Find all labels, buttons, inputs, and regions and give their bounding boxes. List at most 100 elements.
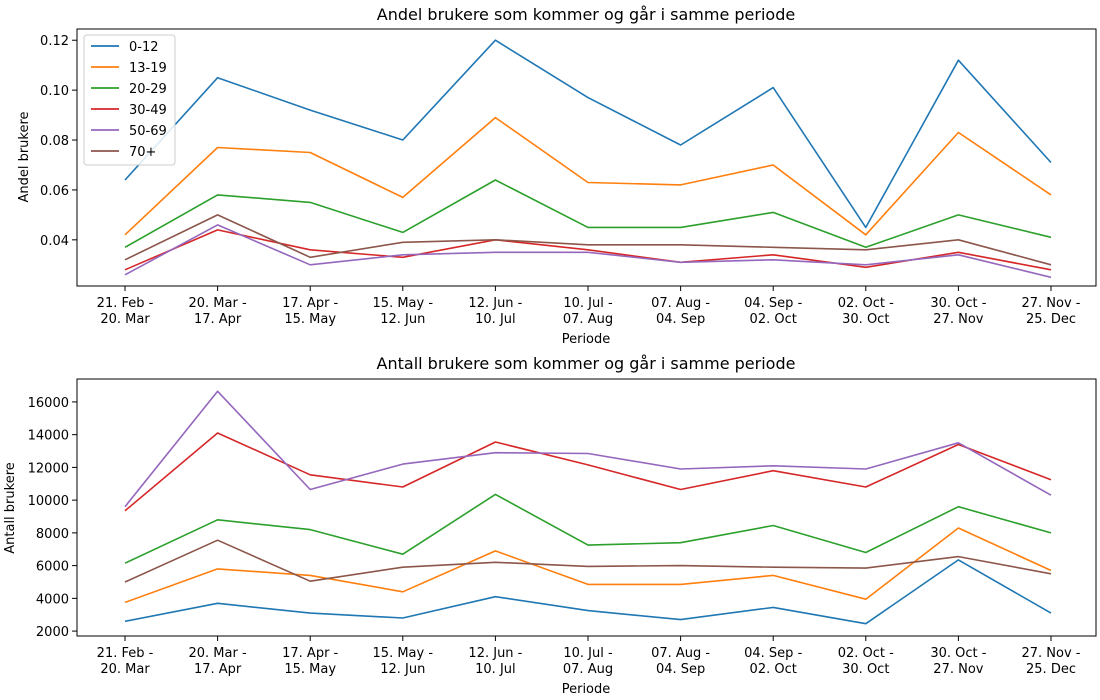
chart-title: Antall brukere som kommer og går i samme… (377, 354, 796, 373)
legend-entry: 50-69 (129, 124, 167, 139)
x-tick-label-line: 10. Jul - (563, 646, 613, 661)
x-tick-label: 10. Jul -07. Aug (563, 296, 613, 327)
x-tick-label-line: 15. May - (373, 296, 434, 311)
x-tick-label: 02. Oct -30. Oct (838, 646, 894, 677)
x-tick-label: 04. Sep -02. Oct (744, 646, 802, 677)
x-tick-label-line: 02. Oct - (838, 646, 894, 661)
x-tick-label-line: 12. Jun (380, 312, 425, 327)
y-tick-label: 0.04 (40, 234, 69, 249)
series-line-30-49 (124, 432, 1052, 512)
x-tick-label-line: 17. Apr (194, 312, 242, 327)
y-tick-label: 0.10 (40, 84, 69, 99)
x-tick-label: 30. Oct -27. Nov (930, 646, 986, 677)
x-tick-label-line: 17. Apr - (282, 646, 338, 661)
series-line-70plus (124, 214, 1052, 266)
y-tick-label: 0.08 (40, 134, 69, 149)
x-tick-label: 10. Jul -07. Aug (563, 646, 613, 677)
x-tick-label-line: 21. Feb - (97, 646, 154, 661)
x-tick-label-line: 25. Dec (1026, 312, 1076, 327)
x-tick-label-line: 15. May (284, 312, 336, 327)
y-tick-label: 4000 (36, 592, 69, 607)
x-tick-label: 27. Nov -25. Dec (1021, 296, 1080, 327)
y-axis: 0.04 0.06 0.08 0.10 0.12 (40, 34, 77, 249)
x-tick-label-line: 04. Sep - (744, 646, 802, 661)
series-lines (124, 39, 1052, 279)
x-tick-label-line: 07. Aug (563, 312, 613, 327)
y-axis-label: Antall brukere (3, 462, 18, 554)
x-tick-label-line: 30. Oct (842, 312, 889, 327)
x-tick-label-line: 27. Nov - (1021, 646, 1080, 661)
x-tick-label-line: 17. Apr - (282, 296, 338, 311)
x-axis: 21. Feb -20. Mar 20. Mar -17. Apr 17. Apr … (97, 636, 1081, 677)
x-axis-label: Periode (562, 332, 611, 347)
x-tick-label: 12. Jun -10. Jul (468, 646, 522, 677)
legend-entry: 70+ (129, 145, 156, 160)
y-tick-label: 16000 (28, 396, 69, 411)
x-tick-label-line: 07. Aug - (651, 646, 710, 661)
x-tick-label: 02. Oct -30. Oct (838, 296, 894, 327)
y-tick-label: 2000 (36, 625, 69, 640)
x-tick-label: 30. Oct -27. Nov (930, 296, 986, 327)
y-tick-label: 8000 (36, 527, 69, 542)
x-tick-label: 07. Aug -04. Sep (651, 296, 710, 327)
x-tick-label-line: 02. Oct (750, 312, 797, 327)
legend-entry: 0-12 (129, 40, 159, 55)
y-tick-label: 12000 (28, 461, 69, 476)
x-tick-label-line: 02. Oct - (838, 296, 894, 311)
series-line-13-19 (124, 116, 1052, 236)
x-tick-label: 15. May -12. Jun (373, 646, 434, 677)
x-tick-label: 12. Jun -10. Jul (468, 296, 522, 327)
series-lines (124, 390, 1052, 625)
x-tick-label-line: 20. Mar - (189, 646, 247, 661)
x-tick-label-line: 12. Jun (380, 662, 425, 677)
y-tick-label: 14000 (28, 429, 69, 444)
x-tick-label-line: 10. Jul (475, 662, 516, 677)
series-line-50-69 (124, 390, 1052, 508)
x-tick-label-line: 30. Oct - (930, 296, 986, 311)
y-tick-label: 10000 (28, 494, 69, 509)
x-tick-label-line: 27. Nov (933, 662, 983, 677)
chart-title: Andel brukere som kommer og går i samme … (377, 5, 795, 24)
legend-entry: 13-19 (129, 61, 167, 76)
x-tick-label-line: 30. Oct (842, 662, 889, 677)
series-line-20-29 (124, 179, 1052, 249)
x-tick-label-line: 07. Aug (563, 662, 613, 677)
plot-area (76, 378, 1097, 637)
plot-area (76, 28, 1097, 287)
series-line-0-12 (124, 39, 1052, 229)
series-line-70plus (124, 539, 1052, 583)
x-tick-label: 20. Mar -17. Apr (189, 296, 247, 327)
x-axis: 21. Feb -20. Mar 20. Mar -17. Apr 17. Apr … (97, 286, 1081, 327)
x-tick-label: 17. Apr -15. May (282, 296, 338, 327)
x-tick-label-line: 25. Dec (1026, 662, 1076, 677)
x-tick-label-line: 10. Jul - (563, 296, 613, 311)
x-tick-label-line: 17. Apr (194, 662, 242, 677)
x-tick-label-line: 27. Nov - (1021, 296, 1080, 311)
y-axis-label: Andel brukere (17, 111, 32, 202)
x-tick-label-line: 12. Jun - (468, 296, 522, 311)
y-tick-label: 6000 (36, 560, 69, 575)
series-line-0-12 (124, 559, 1052, 625)
x-tick-label-line: 20. Mar (100, 312, 150, 327)
x-tick-label: 20. Mar -17. Apr (189, 646, 247, 677)
x-tick-label: 04. Sep -02. Oct (744, 296, 802, 327)
x-tick-label: 07. Aug -04. Sep (651, 646, 710, 677)
x-tick-label-line: 30. Oct - (930, 646, 986, 661)
x-tick-label-line: 04. Sep (656, 662, 705, 677)
series-line-50-69 (124, 224, 1052, 279)
legend: 0-12 13-19 20-29 30-49 50-69 70+ (83, 34, 176, 166)
legend-entry: 30-49 (129, 103, 167, 118)
series-line-13-19 (124, 527, 1052, 604)
x-tick-label: 27. Nov -25. Dec (1021, 646, 1080, 677)
y-tick-label: 0.12 (40, 34, 69, 49)
y-axis: 2000 4000 6000 8000 10000 12000 14000 16000 (28, 396, 77, 640)
x-tick-label-line: 20. Mar (100, 662, 150, 677)
x-tick-label-line: 07. Aug - (651, 296, 710, 311)
x-tick-label: 21. Feb -20. Mar (97, 296, 154, 327)
legend-entry: 20-29 (129, 82, 167, 97)
x-tick-label-line: 21. Feb - (97, 296, 154, 311)
count-chart: Antall brukere som kommer og går i samme… (3, 354, 1097, 697)
x-tick-label-line: 10. Jul (475, 312, 516, 327)
x-tick-label-line: 20. Mar - (189, 296, 247, 311)
